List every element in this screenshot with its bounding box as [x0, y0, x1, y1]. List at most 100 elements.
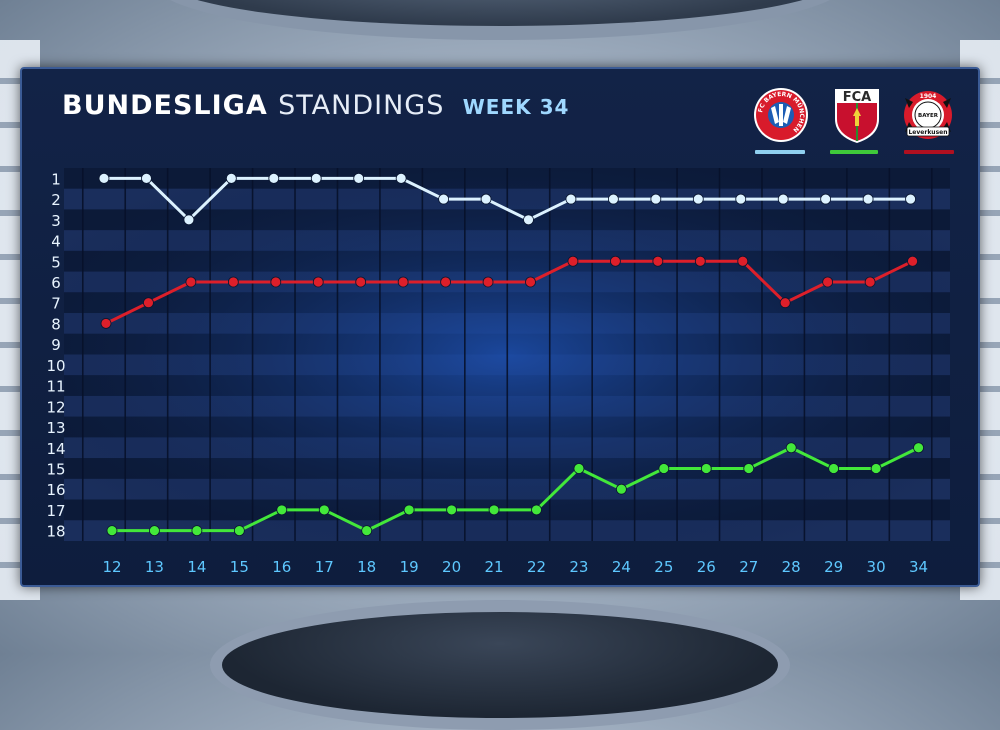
chart-title: BUNDESLIGA STANDINGS WEEK 34 — [62, 90, 569, 121]
data-point-bayern — [692, 193, 704, 205]
y-tick-label: 16 — [46, 481, 65, 499]
y-tick-label: 13 — [46, 419, 65, 437]
data-point-bayern — [608, 193, 619, 205]
data-point-leverkusen — [100, 318, 112, 329]
data-point-leverkusen — [737, 255, 749, 267]
y-tick-label: 15 — [46, 460, 65, 478]
leverkusen-underline — [904, 150, 954, 154]
data-point-bayern — [565, 193, 577, 205]
x-tick-label: 12 — [102, 558, 121, 576]
x-tick-label: 20 — [442, 558, 461, 576]
data-point-leverkusen — [482, 276, 494, 288]
data-point-leverkusen — [227, 276, 239, 288]
y-tick-label: 11 — [46, 378, 65, 396]
data-point-augsburg — [106, 525, 118, 537]
y-tick-label: 8 — [51, 315, 61, 333]
data-point-bayern — [268, 172, 280, 184]
x-tick-label: 23 — [569, 558, 588, 576]
title-bold: BUNDESLIGA — [62, 90, 268, 121]
data-point-augsburg — [276, 504, 288, 516]
x-tick-label: 13 — [145, 558, 164, 576]
y-tick-label: 3 — [51, 212, 61, 230]
x-tick-label: 30 — [867, 558, 886, 576]
bayern-underline — [755, 150, 805, 154]
data-point-bayern — [98, 172, 110, 184]
week-label: WEEK 34 — [462, 95, 570, 119]
y-tick-label: 1 — [51, 170, 61, 188]
x-tick-label: 22 — [527, 558, 546, 576]
x-tick-label: 26 — [697, 558, 716, 576]
data-point-bayern — [480, 193, 492, 205]
series-line-augsburg — [112, 446, 920, 533]
data-point-bayern — [353, 172, 365, 184]
data-point-leverkusen — [440, 276, 452, 288]
x-tick-label: 25 — [654, 558, 673, 576]
x-tick-label: 16 — [272, 558, 291, 576]
data-point-augsburg — [658, 463, 670, 474]
data-point-bayern — [735, 193, 747, 205]
bayern-munich-logo: FC BAYERN MÜNCHEN — [754, 88, 808, 142]
y-tick-label: 9 — [51, 336, 61, 354]
y-tick-label: 2 — [51, 191, 61, 209]
data-point-leverkusen — [610, 255, 621, 267]
data-point-bayern — [141, 172, 152, 184]
data-point-leverkusen — [185, 276, 197, 288]
grid — [64, 168, 950, 541]
data-point-bayern — [650, 193, 662, 205]
x-tick-label: 27 — [739, 558, 758, 576]
x-tick-label: 14 — [187, 558, 206, 576]
x-axis: 12 13 14 15 16 17 18 19 20 21 22 23 24 25 26 27 28 29 30 34 — [102, 558, 928, 576]
data-point-augsburg — [403, 504, 415, 516]
data-point-leverkusen — [907, 255, 918, 267]
data-point-augsburg — [616, 483, 627, 495]
x-tick-label: 28 — [782, 558, 801, 576]
data-point-leverkusen — [694, 255, 706, 267]
x-tick-label: 17 — [315, 558, 334, 576]
leverkusen-year: 1904 — [920, 93, 937, 100]
data-point-bayern — [820, 193, 832, 205]
data-point-augsburg — [573, 463, 585, 474]
x-tick-label: 18 — [357, 558, 376, 576]
data-point-leverkusen — [822, 276, 834, 288]
data-point-leverkusen — [652, 255, 664, 267]
data-point-leverkusen — [864, 276, 876, 288]
data-point-bayern — [905, 193, 916, 205]
data-point-bayern — [183, 214, 195, 226]
series-line-bayern — [104, 176, 911, 222]
data-point-leverkusen — [397, 276, 409, 288]
x-tick-label: 15 — [230, 558, 249, 576]
data-point-bayern — [395, 172, 407, 184]
leverkusen-banner-text: Leverkusen — [908, 129, 947, 136]
y-tick-label: 10 — [46, 357, 65, 375]
series-leverkusen — [100, 255, 918, 329]
data-point-augsburg — [318, 504, 330, 516]
data-point-augsburg — [870, 463, 882, 474]
y-tick-label: 18 — [46, 523, 65, 541]
data-point-augsburg — [233, 525, 245, 537]
data-point-leverkusen — [779, 297, 791, 309]
data-point-leverkusen — [312, 276, 324, 288]
augsburg-underline — [830, 150, 878, 154]
data-point-bayern — [310, 172, 322, 184]
data-point-leverkusen — [143, 297, 154, 309]
y-tick-label: 17 — [46, 502, 65, 520]
data-point-augsburg — [446, 504, 458, 516]
series-augsburg — [106, 442, 924, 537]
series-bayern — [98, 172, 916, 226]
data-point-augsburg — [191, 525, 203, 537]
x-tick-label: 19 — [400, 558, 419, 576]
data-point-augsburg — [828, 463, 840, 474]
data-point-augsburg — [488, 504, 500, 516]
y-tick-label: 14 — [46, 440, 65, 458]
data-point-leverkusen — [567, 255, 579, 267]
data-point-leverkusen — [270, 276, 282, 288]
y-tick-label: 7 — [51, 295, 61, 313]
data-point-leverkusen — [525, 276, 536, 288]
data-point-augsburg — [361, 525, 373, 537]
data-point-bayern — [777, 193, 789, 205]
y-tick-label: 6 — [51, 274, 61, 292]
data-point-bayern — [225, 172, 237, 184]
data-point-bayern — [438, 193, 450, 205]
data-point-bayern — [862, 193, 874, 205]
